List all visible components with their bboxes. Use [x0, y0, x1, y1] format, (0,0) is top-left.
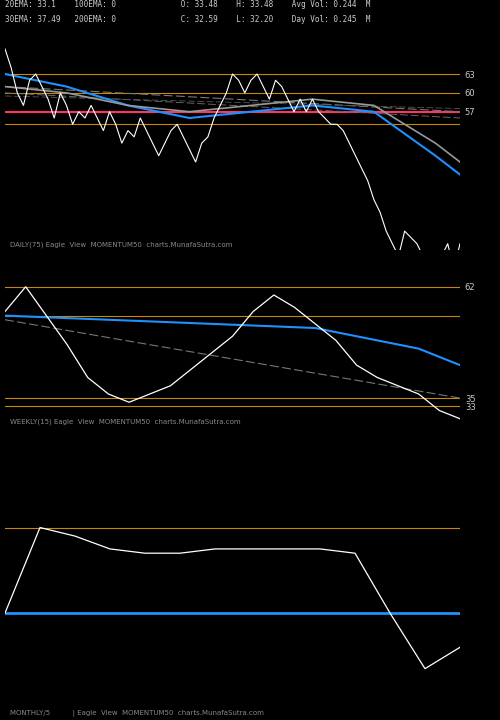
Text: DAILY(75) Eagle  View  MOMENTUM50  charts.MunafaSutra.com: DAILY(75) Eagle View MOMENTUM50 charts.M…	[10, 241, 232, 248]
Text: 20EMA: 33.1    100EMA: 0              O: 33.48    H: 33.48    Avg Vol: 0.244  M: 20EMA: 33.1 100EMA: 0 O: 33.48 H: 33.48 …	[5, 0, 370, 9]
Text: WEEKLY(15) Eagle  View  MOMENTUM50  charts.MunafaSutra.com: WEEKLY(15) Eagle View MOMENTUM50 charts.…	[10, 419, 240, 426]
Text: 30EMA: 37.49   200EMA: 0              C: 32.59    L: 32.20    Day Vol: 0.245  M: 30EMA: 37.49 200EMA: 0 C: 32.59 L: 32.20…	[5, 15, 370, 24]
Text: MONTHLY/5          | Eagle  View  MOMENTUM50  charts.MunafaSutra.com: MONTHLY/5 | Eagle View MOMENTUM50 charts…	[10, 710, 264, 717]
